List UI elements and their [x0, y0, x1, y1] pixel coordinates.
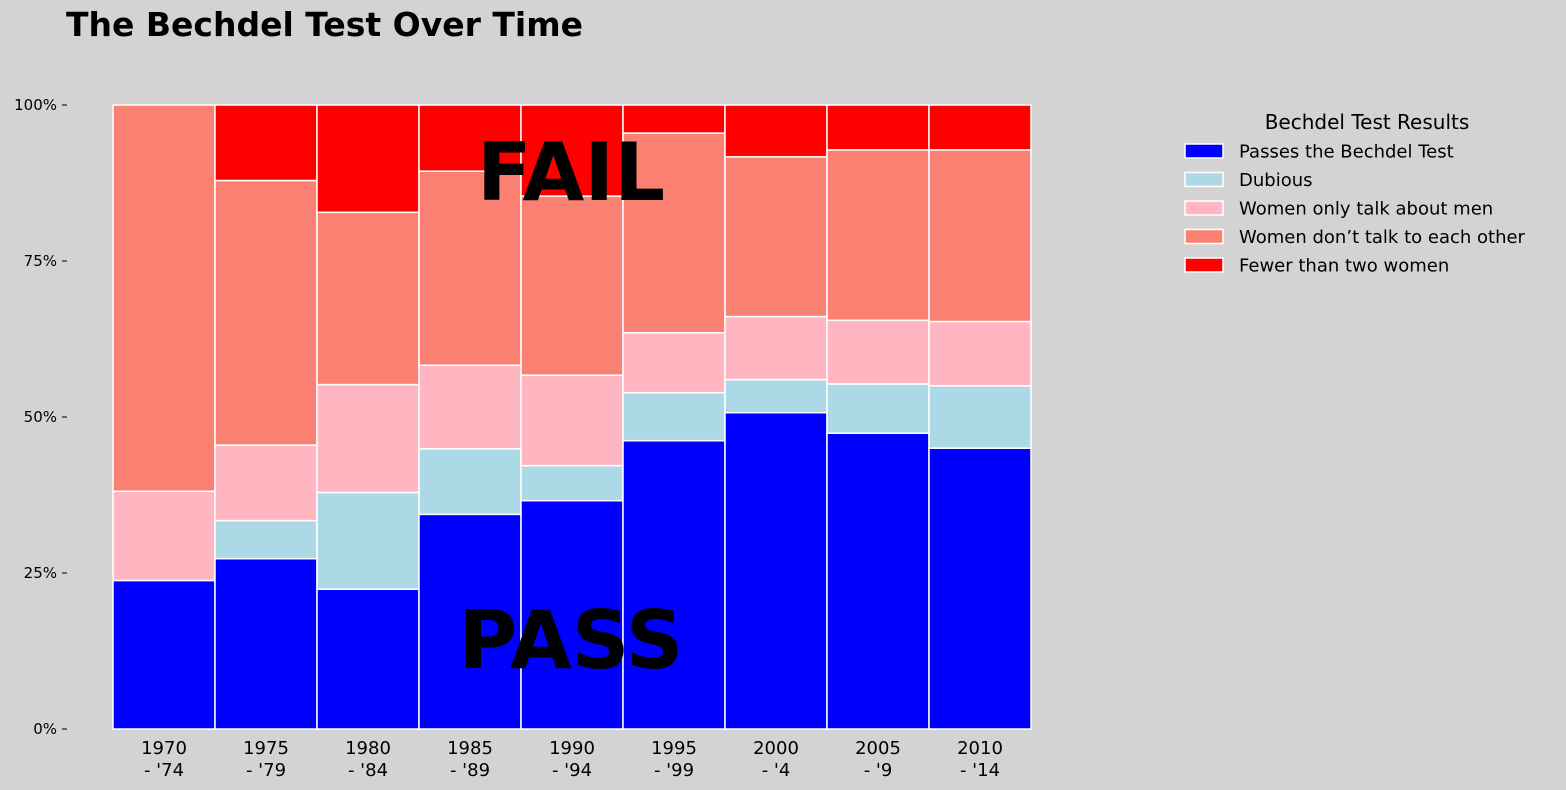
bar-segment-4-6: [724, 104, 828, 158]
bar-segment-0-1: [214, 557, 318, 730]
bar-segment-1-5: [622, 391, 726, 442]
bars-area: [112, 104, 1032, 730]
bar-segment-2-3: [418, 364, 522, 450]
legend-label: Fewer than two women: [1239, 256, 1449, 277]
legend-label: Passes the Bechdel Test: [1239, 142, 1454, 163]
bar-segment-3-3: [418, 170, 522, 366]
legend-swatch: [1184, 228, 1224, 245]
chart-title: The Bechdel Test Over Time: [66, 5, 583, 44]
bar-segment-4-1: [214, 104, 318, 182]
x-tick-label: 1990- '94: [549, 738, 595, 781]
bar-segment-3-5: [622, 132, 726, 334]
x-tick-label: 1970- '74: [141, 738, 187, 781]
y-tick-label: 25%: [24, 564, 57, 582]
bar-segment-2-4: [520, 374, 624, 467]
bar-segment-1-6: [724, 378, 828, 414]
y-tick-label: 0%: [33, 720, 57, 738]
fail-annotation: FAIL: [477, 126, 665, 219]
bar-segment-2-2: [316, 383, 420, 494]
legend-label: Dubious: [1239, 170, 1313, 191]
x-axis: 1970- '74 1975- '79 1980- '84 1985- '89 1990…: [141, 738, 1003, 781]
bar-segment-4-2: [316, 104, 420, 214]
x-tick-label: 1995- '99: [651, 738, 697, 781]
bar-segment-1-4: [520, 464, 624, 502]
legend-swatch: [1184, 257, 1224, 273]
bar-segment-2-1: [214, 444, 318, 522]
bar-segment-2-7: [826, 319, 930, 385]
bar-segment-3-1: [214, 179, 318, 446]
bar-segment-0-0: [112, 579, 216, 730]
bar-segment-0-6: [724, 411, 828, 730]
bar-segment-2-8: [928, 320, 1032, 387]
bar-segment-3-7: [826, 149, 930, 322]
bar-segment-2-5: [622, 332, 726, 394]
bar-segment-1-7: [826, 383, 930, 434]
y-tick-label: 50%: [24, 408, 57, 426]
bar-segment-3-8: [928, 149, 1032, 323]
legend-swatch: [1184, 143, 1224, 159]
bar-segment-2-6: [724, 315, 828, 381]
x-tick-label: 2010- '14: [957, 738, 1003, 781]
bar-segment-3-2: [316, 211, 420, 386]
bar-segment-3-6: [724, 156, 828, 318]
bar-segment-4-3: [418, 104, 522, 172]
bar-segment-2-0: [112, 490, 216, 582]
bar-segment-4-8: [928, 104, 1032, 151]
x-tick-label: 1975- '79: [243, 738, 289, 781]
x-tick-label: 2000- '4: [753, 738, 799, 781]
bar-segment-4-4: [520, 104, 624, 197]
legend-title: Bechdel Test Results: [1265, 110, 1470, 134]
x-tick-label: 1980- '84: [345, 738, 391, 781]
bar-segment-0-4: [520, 499, 624, 730]
y-tick-label: 75%: [24, 252, 57, 270]
bar-segment-0-7: [826, 432, 930, 730]
bar-segment-1-3: [418, 448, 522, 516]
legend: Bechdel Test Results Passes the Bechdel …: [1184, 110, 1526, 277]
legend-label: Women only talk about men: [1239, 199, 1493, 220]
legend-swatch: [1184, 200, 1224, 216]
bar-segment-1-8: [928, 385, 1032, 449]
x-tick-label: 1985- '89: [447, 738, 493, 781]
legend-swatch: [1184, 171, 1224, 188]
bar-segment-0-2: [316, 588, 420, 730]
y-axis: 0% 25% 50% 75% 100%: [14, 96, 67, 738]
bar-segment-4-5: [622, 104, 726, 134]
bar-segment-1-1: [214, 519, 318, 560]
x-tick-label: 2005- '9: [855, 738, 901, 781]
bar-segment-1-2: [316, 491, 420, 590]
bar-segment-3-0: [112, 104, 216, 493]
pass-annotation: PASS: [459, 594, 684, 687]
bar-segment-3-4: [520, 195, 624, 376]
legend-label: Women don’t talk to each other: [1239, 227, 1526, 248]
y-tick-label: 100%: [14, 96, 57, 114]
bar-segment-0-8: [928, 447, 1032, 730]
bar-segment-4-7: [826, 104, 930, 151]
